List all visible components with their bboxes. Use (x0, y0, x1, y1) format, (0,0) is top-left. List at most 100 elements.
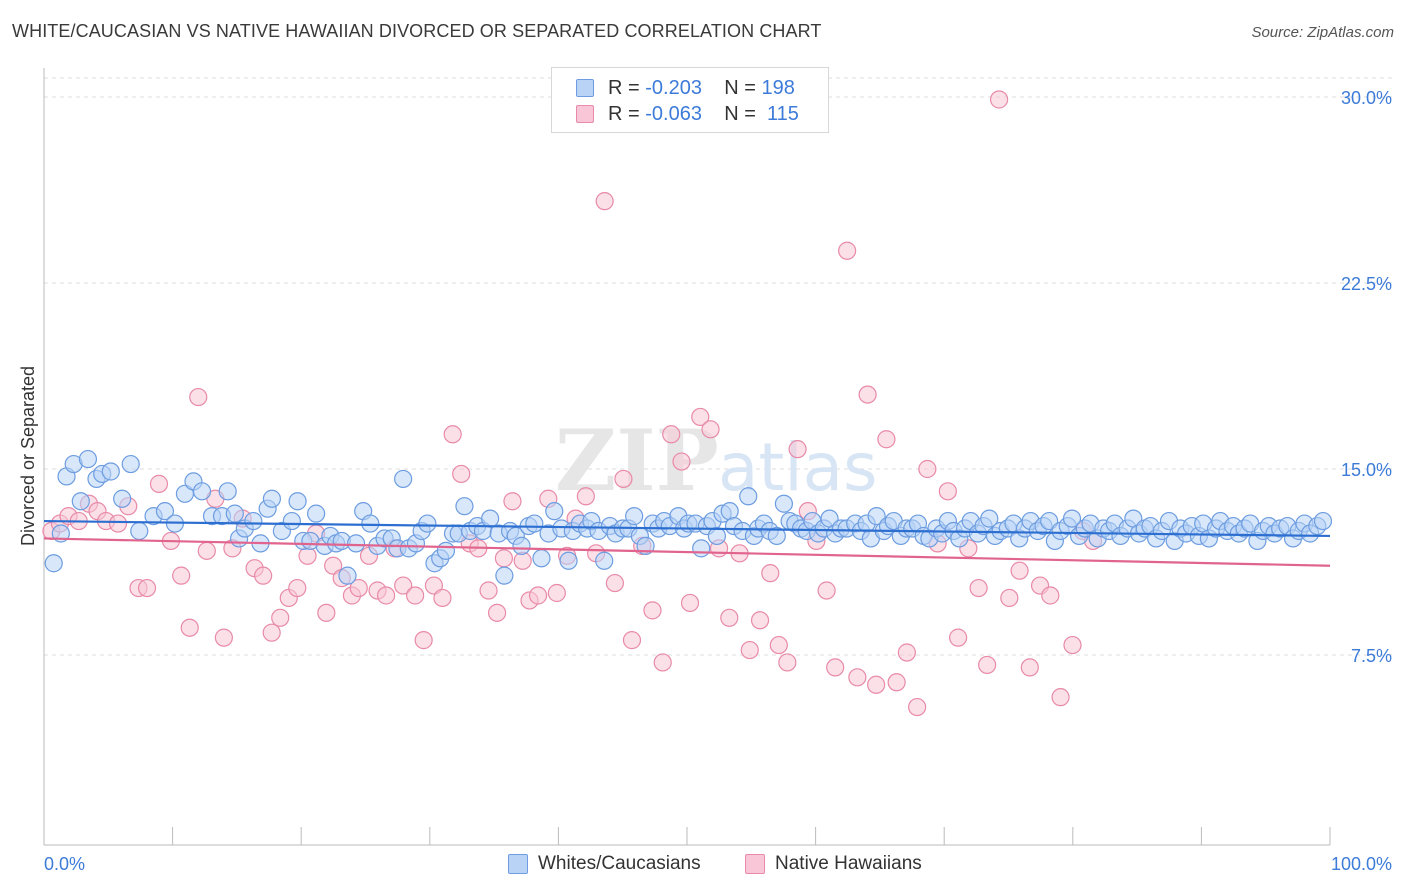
hawaiian-point (622, 631, 642, 650)
whites-point (101, 462, 120, 481)
whites-point (980, 509, 999, 528)
hawaiian-point (271, 608, 290, 627)
hawaiian-point (614, 469, 633, 489)
whites-point (595, 551, 614, 570)
legend-swatch-pink (576, 105, 594, 123)
hawaiian-point (826, 658, 845, 677)
x-tick-label: 100.0% (1331, 854, 1392, 874)
hawaiian-point (605, 573, 624, 593)
whites-point (867, 507, 886, 526)
whites-point (512, 536, 531, 555)
whites-point (774, 494, 794, 513)
whites-point (78, 449, 98, 469)
hawaiian-point (848, 668, 867, 687)
axes (43, 68, 1330, 846)
whites-point (218, 482, 237, 501)
whites-point (44, 554, 63, 573)
hawaiian-point (918, 459, 937, 479)
whites-point (525, 514, 544, 533)
whites-point (225, 504, 244, 523)
whites-point (288, 492, 307, 511)
hawaiian-point (394, 576, 413, 595)
whites-point (739, 487, 758, 506)
hawaiian-point (1051, 688, 1070, 707)
hawaiian-point (172, 566, 191, 585)
gridlines (43, 77, 1392, 845)
hawaiian-point (376, 586, 396, 605)
whites-point (244, 511, 263, 531)
chart-source: Source: ZipAtlas.com (1251, 24, 1394, 41)
hawaiian-point (487, 603, 507, 622)
whites-point (262, 489, 282, 508)
hawaiian-point (1063, 635, 1082, 655)
hawaiian-point (349, 578, 368, 598)
bottom-legend-label: Native Hawaiians (775, 853, 922, 874)
hawaiians-trend-line (43, 537, 1331, 567)
whites-point (625, 507, 644, 526)
y-tick-label: 30.0% (1341, 88, 1392, 108)
whites-point (767, 526, 786, 546)
legend-n-value: 198 (761, 76, 795, 99)
hawaiian-point (750, 611, 770, 630)
bottom-legend-whites: Whites/Caucasians (508, 852, 701, 876)
hawaiian-point (817, 581, 836, 600)
legend-r-label: R = (608, 76, 640, 99)
whites-point (707, 526, 726, 546)
bottom-legend-label: Whites/Caucasians (538, 853, 701, 874)
whites-point (559, 551, 578, 570)
hawaiian-point (989, 90, 1009, 109)
whites-point (338, 566, 357, 585)
hawaiian-point (969, 578, 988, 598)
hawaiian-point (908, 697, 927, 717)
hawaiian-point (643, 601, 662, 620)
whites-point (495, 566, 514, 585)
hawaiian-point (1010, 561, 1029, 580)
legend-r-label: R = (608, 102, 640, 125)
hawaiian-point (949, 628, 968, 647)
hawaiian-point (180, 618, 199, 637)
hawaiian-point (317, 603, 336, 622)
whites-point (282, 511, 301, 531)
hawaiian-point (672, 452, 691, 471)
hawaiian-point (214, 628, 233, 647)
y-axis-title: Divorced or Separated (18, 366, 38, 546)
legend-r-value: -0.203 (645, 76, 702, 99)
hawaiian-point (288, 578, 307, 598)
hawaiian-point (740, 640, 759, 660)
whites-point (346, 534, 366, 553)
hawaiian-point (778, 653, 797, 672)
whites-point (455, 497, 474, 516)
trend-lines (43, 519, 1331, 567)
whites-point (155, 502, 175, 521)
hawaiian-point (788, 440, 807, 459)
bottom-legend-hawaiians: Native Hawaiians (745, 852, 922, 876)
y-tick-label: 22.5% (1341, 274, 1392, 294)
hawaiian-point (858, 385, 877, 404)
hawaiian-point (503, 492, 522, 511)
chart-title: WHITE/CAUCASIAN VS NATIVE HAWAIIAN DIVOR… (12, 21, 822, 41)
y-tick-label: 7.5% (1351, 646, 1392, 666)
hawaiian-point (691, 407, 710, 427)
whites-point (361, 514, 380, 533)
y-tick-label: 15.0% (1341, 460, 1392, 480)
hawaiian-point (1020, 658, 1039, 677)
hawaiian-point (897, 643, 916, 662)
hawaiian-point (254, 566, 273, 585)
tick-labels: 7.5% 15.0% 22.5% 30.0% 0.0% 100.0% (44, 88, 1392, 874)
hawaiian-point (1000, 588, 1019, 608)
legend-n-label: N = (724, 102, 756, 125)
legend-n-label: N = (724, 76, 756, 99)
whites-point (121, 454, 140, 474)
hawaiian-point (662, 425, 681, 444)
hawaiian-point (867, 675, 886, 694)
native-hawaiians-points (42, 90, 1103, 717)
hawaiian-point (452, 464, 471, 484)
whites-point (545, 502, 564, 521)
hawaiian-point (424, 576, 443, 595)
hawaiian-point (1041, 586, 1060, 605)
hawaiian-point (479, 581, 498, 600)
hawaiian-point (494, 549, 514, 568)
legend-row-hawaiians: R = -0.063 N = 115 (576, 102, 799, 126)
hawaiian-point (528, 586, 548, 605)
